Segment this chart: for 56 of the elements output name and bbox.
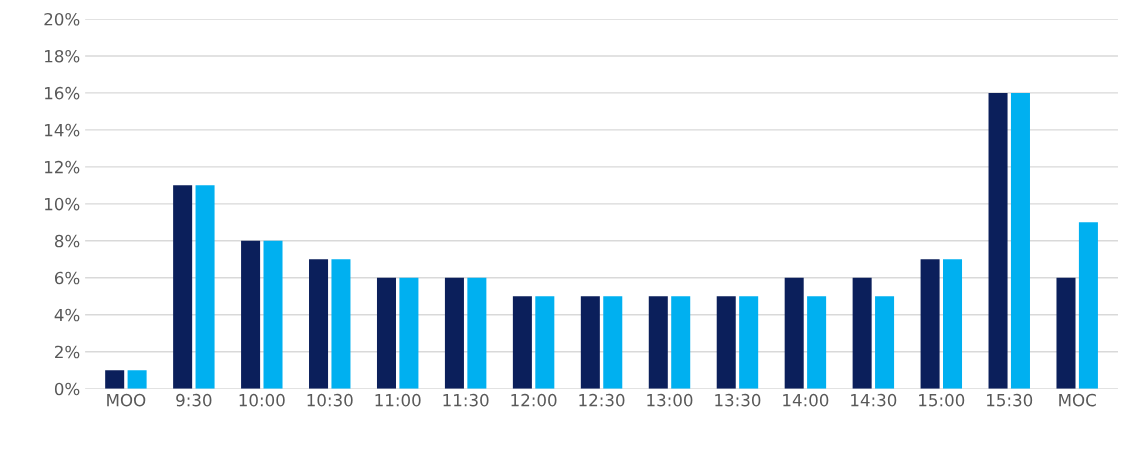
y-tick-label: 4% [54,308,80,322]
bar [1010,92,1030,389]
bar [739,296,759,389]
bar [399,277,419,389]
x-tick-label: 13:00 [647,393,693,407]
bar [648,296,668,389]
bar [1078,222,1098,389]
x-tick-label: 10:00 [239,393,285,407]
bar [1056,277,1076,389]
bar [376,277,396,389]
x-tick-label: 9:30 [176,393,212,407]
x-tick-label: 14:30 [851,393,897,407]
bar [943,259,963,389]
x-tick-label: 11:00 [375,393,421,407]
y-tick-label: 18% [45,49,80,63]
x-tick-label: MOO [107,393,146,407]
x-tick-label: 14:00 [783,393,829,407]
bar [535,296,555,389]
y-tick-label: 6% [54,271,80,285]
bar [444,277,464,389]
bar [603,296,623,389]
bar [671,296,691,389]
bar [852,277,872,389]
bar [580,296,600,389]
x-tick-label: 12:00 [511,393,557,407]
bar [195,185,215,389]
y-tick-label: 8% [54,234,80,248]
bar [875,296,895,389]
y-tick-label: 16% [45,86,80,100]
x-tick-label: 13:30 [715,393,761,407]
bar [512,296,532,389]
bar [331,259,351,389]
y-tick-label: 0% [54,382,80,396]
bar [173,185,193,389]
bar [263,240,283,389]
bar [784,277,804,389]
bar [920,259,940,389]
y-tick-label: 12% [45,160,80,174]
bar [467,277,487,389]
bar [309,259,329,389]
bar [807,296,827,389]
x-tick-label: 11:30 [443,393,489,407]
x-tick-label: 15:30 [987,393,1033,407]
x-tick-label: 15:00 [919,393,965,407]
x-tick-label: 12:30 [579,393,625,407]
y-tick-label: 10% [45,197,80,211]
bar [988,92,1008,389]
y-tick-label: 14% [45,123,80,137]
bar [716,296,736,389]
x-tick-label: MOC [1059,393,1096,407]
x-tick-label: 10:30 [307,393,353,407]
y-tick-label: 2% [55,345,80,359]
bar [105,370,125,389]
bar [241,240,261,389]
bar [127,370,147,389]
y-tick-label: 20% [44,12,80,26]
